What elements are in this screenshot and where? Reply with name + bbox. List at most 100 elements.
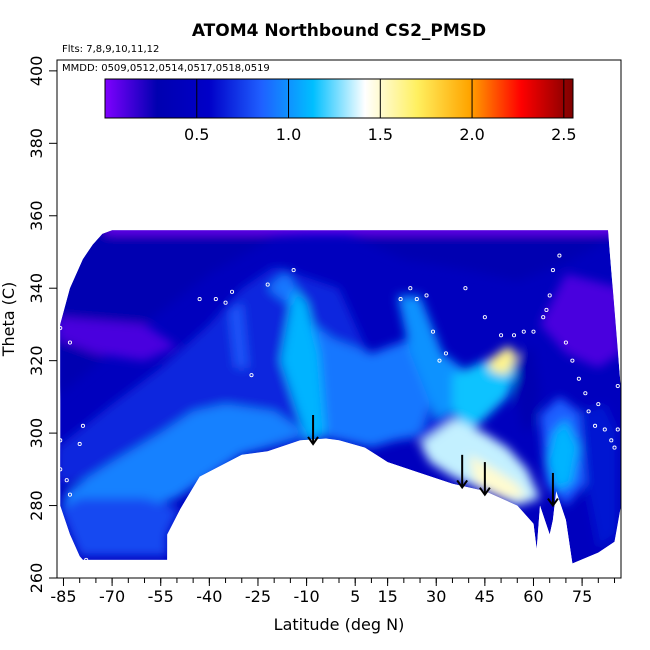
plot-area	[58, 230, 621, 564]
y-tick-label: 340	[27, 273, 46, 304]
field-region	[105, 230, 621, 234]
chart-title: ATOM4 Northbound CS2_PMSD	[192, 21, 486, 41]
observation-point	[291, 268, 296, 273]
y-tick-label: 280	[27, 490, 46, 521]
observation-point	[615, 427, 620, 432]
field-region	[280, 288, 326, 441]
observation-point	[547, 293, 552, 298]
field-region	[546, 418, 579, 492]
observation-point	[596, 402, 601, 407]
field-region	[228, 302, 249, 368]
observation-point	[550, 268, 555, 273]
colorbar-tick-label: 2.0	[459, 125, 484, 144]
field-region	[488, 346, 518, 376]
tropopause-arrow	[307, 414, 319, 446]
x-axis: -85 -70 -55 -40 -25 -10 5 15 30 45 60 75	[50, 578, 616, 606]
observation-point	[531, 329, 536, 334]
x-tick-label: 75	[572, 587, 592, 606]
observation-point	[437, 358, 442, 363]
tropopause-arrow	[456, 454, 468, 490]
observation-point	[583, 391, 588, 396]
y-axis-label: Theta (C)	[0, 282, 18, 358]
x-tick-label: -70	[99, 587, 125, 606]
tropopause-arrow	[547, 472, 559, 508]
x-tick-label: 60	[523, 587, 543, 606]
observation-point	[615, 383, 620, 389]
observation-point	[58, 326, 63, 331]
observation-point	[541, 315, 546, 320]
observation-point	[58, 438, 63, 443]
x-tick-label: -25	[245, 587, 271, 606]
observation-point	[570, 358, 575, 363]
field-region	[60, 404, 307, 520]
observation-point	[84, 557, 89, 562]
observation-point	[612, 445, 617, 450]
x-tick-label: -55	[148, 587, 174, 606]
y-axis: 260 280 300 320 340 360 380 400	[27, 56, 57, 594]
observation-point	[482, 315, 487, 320]
field-region	[578, 404, 618, 549]
colorbar-gradient	[104, 78, 574, 119]
observation-point	[64, 478, 69, 483]
dates-note: MMDD: 0509,0512,0514,0517,0518,0519	[62, 63, 270, 74]
observation-point	[398, 297, 403, 302]
colorbar-tick-label: 1.5	[368, 125, 393, 144]
field-region	[60, 317, 177, 361]
observation-point	[544, 307, 549, 312]
observation-points	[58, 253, 620, 562]
colorbar-ticks: 0.5 1.0 1.5 2.0 2.5	[184, 79, 577, 144]
observation-point	[511, 333, 517, 338]
y-tick-label: 400	[27, 56, 46, 87]
observation-point	[430, 329, 436, 334]
y-tick-label: 380	[27, 128, 46, 159]
observation-point	[414, 297, 419, 302]
field-regions	[60, 230, 621, 557]
field-region	[468, 454, 527, 499]
observation-point	[80, 423, 85, 428]
field-region	[60, 230, 621, 397]
observation-point	[463, 286, 468, 291]
x-axis-label: Latitude (deg N)	[274, 615, 405, 634]
observation-point	[443, 351, 449, 356]
x-tick-label: -10	[294, 587, 320, 606]
y-tick-label: 260	[27, 563, 46, 594]
field-region	[540, 273, 621, 368]
observation-point	[557, 253, 562, 258]
colorbar-tick-label: 0.5	[184, 125, 209, 144]
x-tick-label: 45	[475, 587, 495, 606]
colorbar-tick-label: 1.0	[276, 125, 301, 144]
observation-point	[586, 409, 591, 414]
observation-point	[265, 282, 270, 287]
x-tick-label: -40	[196, 587, 222, 606]
x-tick-label: 30	[426, 587, 446, 606]
observation-point	[67, 492, 73, 497]
field-region	[267, 270, 443, 448]
observation-point	[229, 289, 235, 294]
observation-point	[602, 427, 607, 432]
colorbar-tick-label: 2.5	[551, 125, 576, 144]
tropopause-arrows	[307, 414, 559, 508]
observation-point	[197, 297, 202, 302]
observation-point	[521, 329, 526, 334]
observation-point	[593, 423, 598, 428]
y-tick-label: 300	[27, 418, 46, 449]
observation-point	[58, 467, 63, 472]
observation-point	[223, 300, 228, 305]
observation-point	[576, 376, 581, 381]
observation-point	[249, 373, 254, 378]
observation-point	[77, 441, 82, 447]
flights-note: Flts: 7,8,9,10,11,12	[62, 44, 159, 55]
x-tick-label: 5	[350, 587, 360, 606]
x-tick-label: -85	[50, 587, 76, 606]
field-region	[60, 498, 181, 557]
field-region	[514, 346, 540, 434]
observation-point	[499, 333, 504, 338]
theta-latitude-field	[60, 230, 621, 564]
y-tick-label: 360	[27, 200, 46, 231]
x-tick-label: 15	[377, 587, 397, 606]
observation-point	[609, 438, 614, 443]
tropopause-arrow	[479, 462, 491, 497]
observation-point	[213, 297, 218, 302]
observation-point	[563, 340, 568, 345]
